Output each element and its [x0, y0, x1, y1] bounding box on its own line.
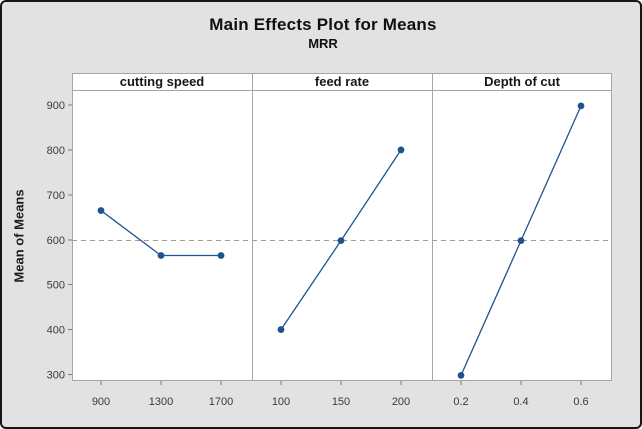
y-tick-label: 700 [47, 190, 65, 202]
x-tick-label: 200 [392, 396, 410, 408]
data-point [337, 237, 345, 245]
x-tick-label: 0.4 [513, 396, 528, 408]
x-tick-label: 100 [272, 396, 290, 408]
x-tick-label: 0.6 [573, 396, 588, 408]
data-point [517, 237, 525, 245]
y-tick-label: 900 [47, 100, 65, 112]
data-point [97, 207, 105, 214]
x-tick-label: 900 [92, 396, 110, 408]
data-point [277, 326, 285, 333]
plot-background [72, 73, 612, 381]
y-tick-label: 800 [47, 145, 65, 157]
x-tick-label: 150 [332, 396, 350, 408]
data-point [457, 371, 465, 379]
data-point [217, 252, 225, 259]
panel-header-feed-rate: feed rate [314, 74, 370, 89]
data-point [577, 102, 585, 110]
y-tick-label: 500 [47, 280, 65, 292]
panel-header-cutting-speed: cutting speed [119, 74, 205, 89]
y-tick-label: 300 [47, 370, 65, 382]
data-point [157, 252, 165, 259]
chart-subtitle: MRR [308, 36, 338, 51]
panel-header-depth-of-cut: Depth of cut [484, 74, 560, 89]
x-tick-label: 0.2 [453, 396, 468, 408]
x-tick-label: 1300 [149, 396, 173, 408]
x-tick-label: 1700 [209, 396, 233, 408]
data-point [397, 146, 405, 154]
y-tick-label: 600 [47, 235, 65, 247]
chart-title: Main Effects Plot for Means [209, 15, 437, 34]
y-tick-label: 400 [47, 325, 65, 337]
plot-border [72, 73, 612, 381]
